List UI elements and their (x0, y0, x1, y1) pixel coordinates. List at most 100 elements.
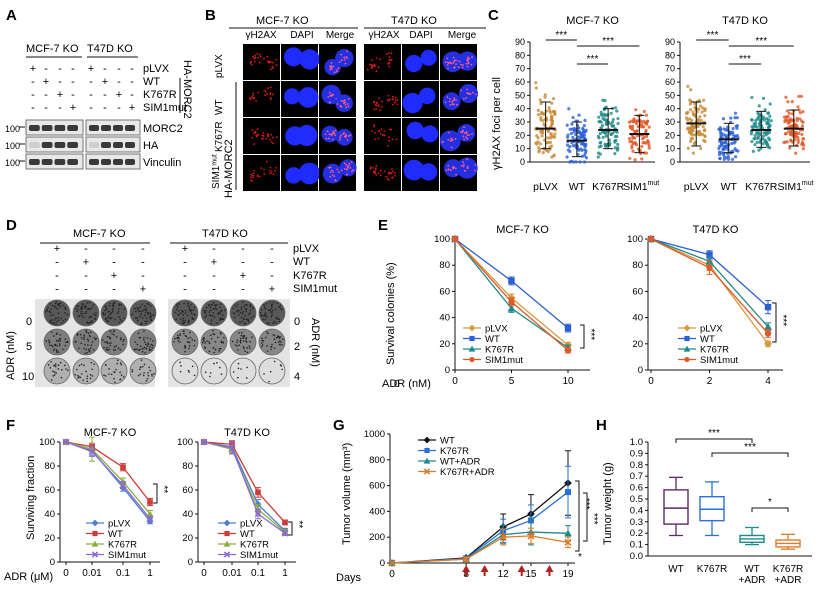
data-point (634, 108, 638, 112)
data-point (688, 117, 692, 121)
colony (116, 362, 119, 365)
colony (143, 372, 145, 374)
micrograph-panel (243, 81, 280, 117)
colony (133, 348, 136, 351)
colony (241, 301, 244, 303)
marker-triangle (91, 540, 99, 547)
group-label: T47D KO (391, 15, 437, 27)
data-point (616, 116, 620, 121)
y-tick-label: 0 (638, 365, 643, 376)
blot-label: HA (143, 140, 159, 152)
colony (111, 333, 113, 335)
foci-dot (272, 173, 275, 176)
colony (143, 346, 146, 349)
y-tick-label: 20 (439, 339, 450, 350)
foci-dot (345, 163, 348, 166)
foci-dot (265, 137, 268, 140)
foci-dot (250, 176, 253, 179)
micrograph-panel (364, 81, 401, 117)
data-point (545, 148, 549, 153)
blot-band (67, 125, 78, 131)
colony (192, 309, 195, 311)
sign-mark: + (140, 284, 146, 296)
colony (191, 339, 194, 341)
foci-dot (463, 131, 466, 134)
sign-mark: - (89, 89, 93, 101)
colony (264, 314, 267, 317)
foci-dot (330, 95, 333, 97)
colony (83, 338, 85, 341)
foci-dot (267, 135, 270, 138)
sign-mark: - (31, 89, 35, 101)
foci-dot (344, 104, 347, 106)
data-point (761, 115, 766, 119)
y-tick-label: 90 (515, 37, 525, 47)
colony (261, 345, 263, 348)
marker-x (62, 438, 70, 446)
foci-dot (337, 67, 340, 70)
foci-dot (266, 60, 269, 63)
colony (53, 371, 56, 373)
sign-mark: - (183, 257, 187, 269)
y-tick-label: 100 (627, 234, 643, 245)
colony (274, 308, 277, 311)
sign-mark: - (241, 284, 245, 296)
colony (173, 340, 175, 343)
y-tick-label: 400 (369, 506, 385, 517)
colony (62, 320, 65, 322)
marker-triangle (764, 322, 772, 330)
colony (143, 314, 146, 317)
data-point (757, 104, 761, 108)
blot-band (101, 159, 111, 165)
sig-label: *** (555, 30, 567, 41)
data-point (755, 140, 759, 144)
colony (50, 308, 53, 311)
foci-dot (462, 161, 464, 164)
colony (270, 304, 273, 307)
colony (263, 373, 265, 375)
dose-label: 0 (294, 316, 300, 328)
marker-x (146, 515, 154, 523)
data-point (570, 122, 574, 126)
sig-label: *** (707, 30, 719, 41)
colony (244, 314, 246, 317)
colony (184, 346, 187, 348)
sign-mark: + (211, 257, 217, 269)
colony (119, 362, 122, 364)
blot-band (89, 142, 99, 148)
panel-g-letter: G (333, 417, 345, 434)
sig-label: *** (739, 54, 751, 65)
colony (214, 340, 217, 343)
data-point (691, 110, 695, 114)
foci-dot (340, 58, 343, 61)
foci-dot (339, 104, 342, 107)
foci-dot (346, 57, 349, 59)
y-tick-label: 80 (439, 260, 450, 271)
data-point (535, 142, 539, 146)
data-point (537, 146, 541, 150)
x-axis-label: Days (336, 572, 362, 584)
data-point (783, 118, 787, 122)
foci-dot (272, 136, 274, 139)
colony (76, 310, 78, 313)
panel-f-letter: F (6, 417, 15, 434)
x-tick-label: 0.01 (222, 568, 242, 579)
colony (115, 345, 117, 347)
colony (240, 316, 243, 319)
colony (180, 365, 182, 367)
foci-dot (252, 96, 255, 99)
colony (263, 305, 266, 308)
foci-dot (373, 108, 376, 111)
foci-dot (455, 173, 457, 176)
foci-dot (388, 62, 390, 65)
colony (122, 376, 125, 378)
panel-c: γH2AX foci per cell MCF-7 KO010203040506… (491, 15, 814, 193)
colony (110, 373, 113, 376)
foci-dot (462, 64, 464, 66)
sig-label: ** (158, 486, 169, 494)
foci-dot (262, 132, 265, 134)
foci-dot (275, 58, 278, 61)
colony (117, 308, 120, 310)
colony (188, 320, 190, 322)
colony (232, 307, 234, 310)
